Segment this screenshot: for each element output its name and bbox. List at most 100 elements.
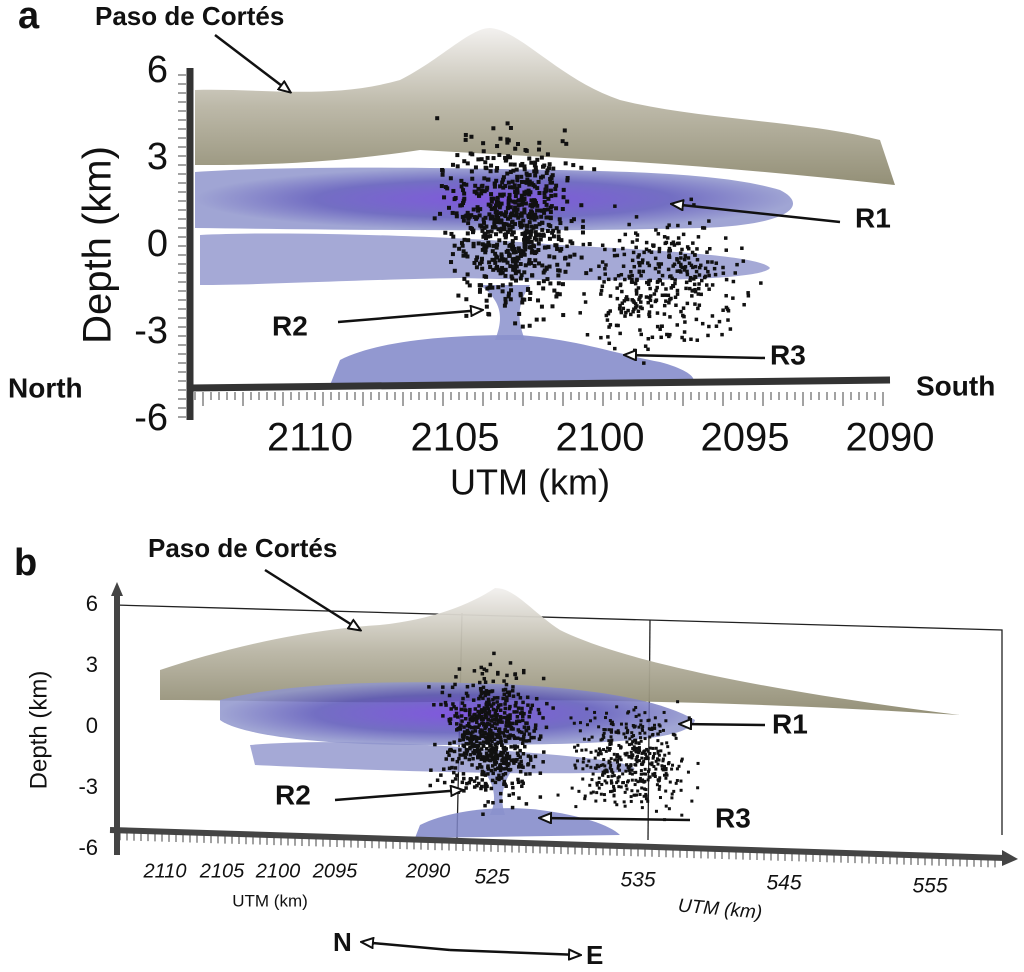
dot [633,771,637,775]
dot [695,247,699,251]
x-axis [109,827,1006,861]
dot [480,755,484,759]
dot [669,274,673,278]
dot [491,771,495,776]
dot [575,749,579,753]
dot [648,751,652,755]
dot [508,212,513,217]
dot [644,797,648,801]
dot [482,759,487,763]
dot [489,719,494,723]
dot [607,325,611,329]
dot [461,696,465,701]
dot [464,786,468,790]
dot [475,783,479,788]
dot [501,185,506,190]
dot [631,740,635,744]
dot [587,738,591,742]
dot [502,222,507,227]
dot [508,733,512,737]
dot [478,680,482,685]
dot [642,751,646,755]
dot [462,276,467,281]
dot [519,759,523,764]
dot [499,766,503,770]
dot [513,746,517,751]
dot [546,166,551,171]
dot [603,769,607,773]
dot [478,764,482,769]
dot [680,335,684,340]
dot [536,179,541,184]
dot [512,710,516,714]
dot [548,215,553,220]
dot [519,763,524,767]
dot [516,753,521,758]
dot [710,260,714,264]
dot [633,793,637,797]
direction-label: South [916,370,995,401]
dot [527,192,532,197]
dot [609,779,613,783]
dot [484,668,489,673]
dot [692,277,696,281]
dot [513,146,518,151]
dot [494,708,499,713]
dot [616,729,620,733]
dot [630,742,634,746]
dot [706,333,710,338]
dot [522,711,526,716]
dot [481,812,485,816]
dot [511,694,516,698]
dot [516,777,520,782]
dot [478,207,483,212]
dot [529,229,534,234]
dot [467,283,472,288]
dot [515,745,520,749]
dot [510,242,515,247]
dot [624,722,628,726]
dot [605,318,610,322]
dot [644,247,649,252]
y-tick-label: 6 [147,49,168,91]
dot [504,249,509,254]
dot [491,267,496,272]
dot [479,747,484,751]
dot [669,286,674,290]
dot [470,176,475,181]
dot [699,292,703,297]
dot [478,741,482,745]
dot [603,267,607,271]
dot [506,154,511,159]
dot [529,160,534,165]
arrow [264,568,360,630]
dot [487,753,491,758]
dot [489,196,494,201]
dot [644,772,648,776]
dot [632,307,636,311]
dot [622,299,627,303]
dot [639,719,643,723]
dot [630,240,635,244]
dot [545,701,549,706]
dot [666,745,670,749]
dot [501,688,506,692]
dot [514,719,519,724]
dot [666,293,671,298]
dot [592,167,597,172]
dot [507,756,511,761]
dot [451,234,456,239]
dot [500,289,505,294]
dot [581,219,585,223]
dot [723,236,728,240]
dot [642,361,646,365]
dot [512,758,516,762]
dot [542,750,546,754]
dot [524,228,529,233]
dot [455,773,459,778]
dot [545,168,550,173]
x-tick-label: 2110 [142,860,186,882]
dot [529,215,534,220]
dot [507,185,512,190]
dot [548,188,553,193]
